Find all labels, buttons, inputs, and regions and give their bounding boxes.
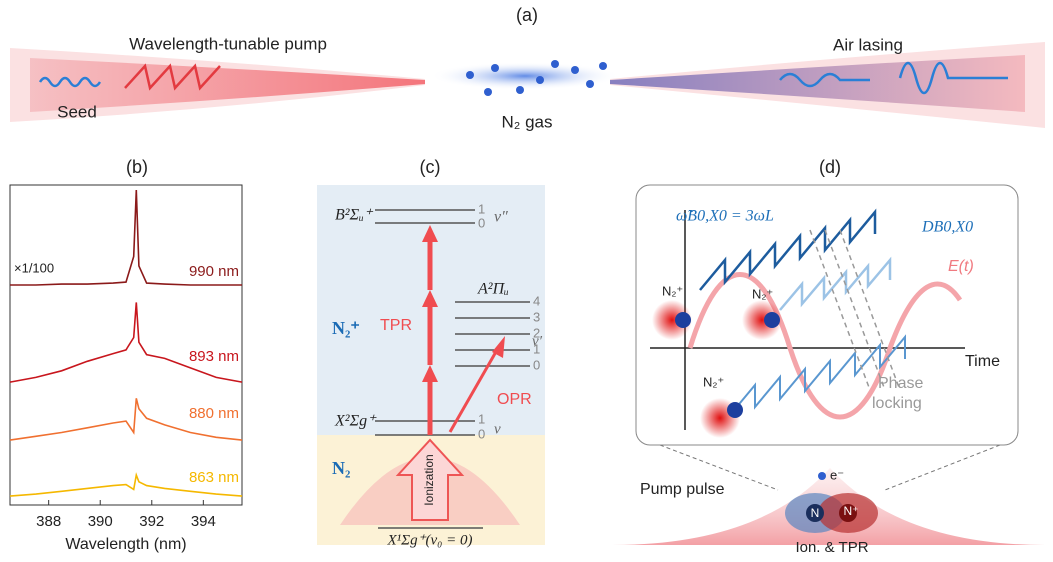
caption: Ion. & TPR xyxy=(795,539,868,556)
label: Air lasing xyxy=(833,35,903,54)
axis-label: Time xyxy=(965,353,1000,370)
nu-label: ν″ xyxy=(494,209,508,226)
level-label: 1 xyxy=(478,411,485,426)
x-tick-label: 390 xyxy=(88,513,113,530)
ion-label: N₂⁺ xyxy=(662,283,683,298)
label: N₂ gas xyxy=(501,112,552,131)
level-label: 0 xyxy=(478,215,485,230)
state-label: A²Πᵤ xyxy=(477,281,509,298)
nu-label: ν′ xyxy=(532,333,543,349)
atom-label: N⁺ xyxy=(844,504,859,518)
opr-label: OPR xyxy=(497,391,532,408)
pump-label: Pump pulse xyxy=(640,481,725,498)
spectrum xyxy=(10,302,242,382)
state-label: X²Σg⁺ xyxy=(334,413,377,430)
level-label: 3 xyxy=(533,309,540,324)
ion-label: N₂⁺ xyxy=(752,286,773,301)
atom-label: N xyxy=(811,506,820,520)
electron xyxy=(818,472,826,480)
level-label: 1 xyxy=(478,201,485,216)
dipole-label: DB0,X0 xyxy=(921,219,973,236)
state-label: B²Σᵤ⁺ xyxy=(335,207,374,224)
scale-note: ×1/100 xyxy=(14,260,54,275)
panel-d: N₂⁺ N₂⁺ N₂⁺ ω̃B0,X0 = 3ωL DB0,X0 E(t) Ti… xyxy=(612,157,1045,556)
x-axis-label: Wavelength (nm) xyxy=(65,536,186,553)
nu-label: ν xyxy=(494,421,501,437)
panel-label: (c) xyxy=(420,157,441,177)
phase-label: Phase xyxy=(878,375,923,392)
plot-frame xyxy=(10,185,242,505)
phase-label: locking xyxy=(872,395,922,412)
label: Wavelength-tunable pump xyxy=(129,34,327,53)
series-label: 990 nm xyxy=(189,263,239,280)
neutral-label: N₂ xyxy=(332,458,350,478)
panel-b: (b) ×1/100 Wavelength (nm) 388 390 392 394 9… xyxy=(10,157,242,553)
level-label: 4 xyxy=(533,293,540,308)
panel-label: (b) xyxy=(126,157,148,177)
figure: (a) Wavelength-tunable pump Seed N₂ gas … xyxy=(0,0,1053,557)
panel-label: (d) xyxy=(819,157,841,177)
x-tick-label: 394 xyxy=(191,513,216,530)
level-label: 0 xyxy=(478,426,485,441)
electron-label: e⁻ xyxy=(830,467,844,482)
series-label: 880 nm xyxy=(189,405,239,422)
frequency-label: ω̃B0,X0 = 3ωL xyxy=(676,208,774,225)
field-label: E(t) xyxy=(948,258,974,275)
panel-label: (a) xyxy=(516,5,538,25)
tpr-label: TPR xyxy=(380,317,412,334)
state-label: X¹Σg⁺(ν₀ = 0) xyxy=(387,532,473,548)
level-label: 0 xyxy=(533,357,540,372)
series-label: 863 nm xyxy=(189,469,239,486)
panel-a: (a) Wavelength-tunable pump Seed N₂ gas … xyxy=(10,5,1045,132)
ionization-label: Ionization xyxy=(422,454,436,505)
x-tick-label: 388 xyxy=(36,513,61,530)
panel-c: B²Σᵤ⁺ 1 0 ν″ A²Πᵤ 4 3 2 1 0 ν′ N₂⁺ TPR O… xyxy=(317,157,545,549)
series-label: 893 nm xyxy=(189,348,239,365)
ion-label: N₂⁺ xyxy=(332,318,360,338)
zoom-line xyxy=(885,445,1000,490)
label: Seed xyxy=(57,102,97,121)
x-tick-label: 392 xyxy=(139,513,164,530)
ion-label: N₂⁺ xyxy=(703,374,724,389)
